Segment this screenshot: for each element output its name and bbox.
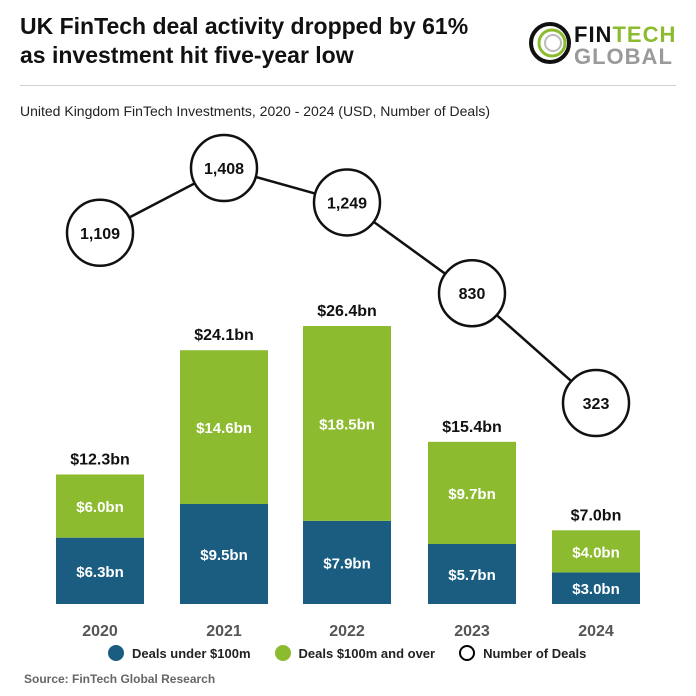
deals-label: 830 [459,286,486,303]
deals-point-2022 [312,168,382,237]
bar-label: $4.0bn [572,544,620,561]
bar-label: $18.5bn [319,416,375,433]
source-note: Source: FinTech Global Research [24,672,216,686]
total-label: $24.1bn [194,327,254,344]
bar-label: $9.5bn [200,547,248,564]
deals-label: 1,408 [204,161,244,178]
bar-under-2023 [428,543,516,604]
chart-subtitle: United Kingdom FinTech Investments, 2020… [20,103,490,119]
total-label: $26.4bn [317,303,377,320]
bar-label: $6.3bn [76,564,124,581]
x-tick-label: 2020 [82,623,118,640]
logo-fin: FIN [574,22,613,47]
bar-label: $5.7bn [448,567,496,584]
bar-over-2021 [180,350,268,504]
legend-label: Deals $100m and over [298,645,436,661]
fintech-global-logo: FINTECH GLOBAL [528,20,688,70]
total-label: $7.0bn [571,507,622,524]
deals-label: 323 [583,396,610,413]
x-tick-label: 2021 [206,623,242,640]
legend-item-over: Deals $100m and over [274,645,436,661]
deals-label: 1,109 [80,226,120,243]
bar-label: $14.6bn [196,420,252,437]
logo-tech: TECH [612,22,677,47]
deals-point-2021 [189,133,259,203]
legend: Deals under $100m Deals $100m and over N… [108,645,586,661]
logo-global: GLOBAL [574,44,673,69]
legend-swatch-under [108,645,124,661]
legend-label: Deals under $100m [132,645,251,661]
x-tick-label: 2022 [329,623,365,640]
legend-item-deals: Number of Deals [459,645,586,661]
bar-under-2022 [303,520,391,604]
deals-point-2023 [437,258,507,328]
legend-item-under: Deals under $100m [108,645,251,661]
bar-over-2020 [56,474,144,538]
bar-label: $9.7bn [448,486,496,503]
deals-point-2020 [65,198,135,268]
page-title: UK FinTech deal activity dropped by 61% … [20,13,469,68]
bar-under-2020 [56,537,144,604]
deals-label: 1,249 [327,195,367,212]
total-label: $12.3bn [70,451,130,468]
x-tick-label: 2024 [578,623,614,640]
bar-over-2022 [303,326,391,521]
bar-under-2024 [552,572,640,604]
divider [20,85,676,86]
legend-label: Number of Deals [483,645,587,661]
total-label: $15.4bn [442,419,502,436]
x-tick-label: 2023 [454,623,490,640]
bar-over-2024 [552,530,640,573]
logo-ring-icon [529,22,571,64]
bar-label: $7.9bn [323,555,371,572]
bar-over-2023 [428,441,516,544]
legend-swatch-over [274,645,291,661]
deals-point-2024 [561,368,631,438]
legend-swatch-deals [459,645,476,661]
bar-under-2021 [180,503,268,604]
bar-label: $6.0bn [76,499,124,516]
bar-label: $3.0bn [572,581,620,598]
